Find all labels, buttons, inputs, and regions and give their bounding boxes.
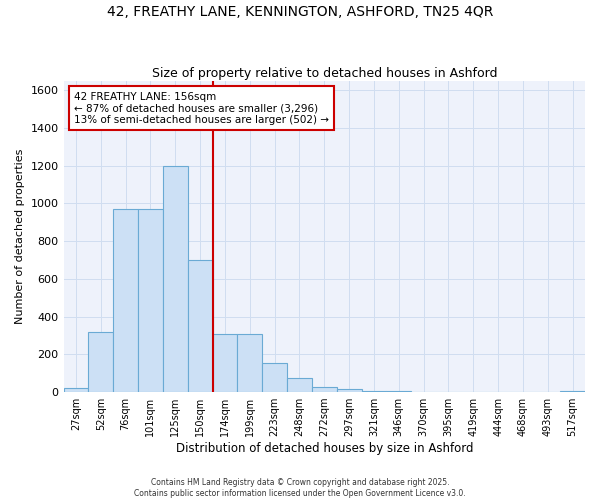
Y-axis label: Number of detached properties: Number of detached properties: [15, 148, 25, 324]
Text: Contains HM Land Registry data © Crown copyright and database right 2025.
Contai: Contains HM Land Registry data © Crown c…: [134, 478, 466, 498]
Text: 42, FREATHY LANE, KENNINGTON, ASHFORD, TN25 4QR: 42, FREATHY LANE, KENNINGTON, ASHFORD, T…: [107, 5, 493, 19]
Bar: [362, 391, 386, 392]
Bar: [386, 391, 411, 392]
Text: 42 FREATHY LANE: 156sqm
← 87% of detached houses are smaller (3,296)
13% of semi: 42 FREATHY LANE: 156sqm ← 87% of detache…: [74, 92, 329, 125]
Bar: [212, 334, 238, 392]
Title: Size of property relative to detached houses in Ashford: Size of property relative to detached ho…: [152, 66, 497, 80]
Bar: [238, 334, 262, 392]
Bar: [188, 260, 212, 392]
Bar: [312, 388, 337, 392]
Bar: [262, 363, 287, 392]
Bar: [287, 378, 312, 392]
X-axis label: Distribution of detached houses by size in Ashford: Distribution of detached houses by size …: [176, 442, 473, 455]
Bar: [88, 332, 113, 392]
Bar: [138, 209, 163, 392]
Bar: [64, 388, 88, 392]
Bar: [163, 166, 188, 392]
Bar: [337, 390, 362, 392]
Bar: [560, 390, 585, 392]
Bar: [113, 209, 138, 392]
